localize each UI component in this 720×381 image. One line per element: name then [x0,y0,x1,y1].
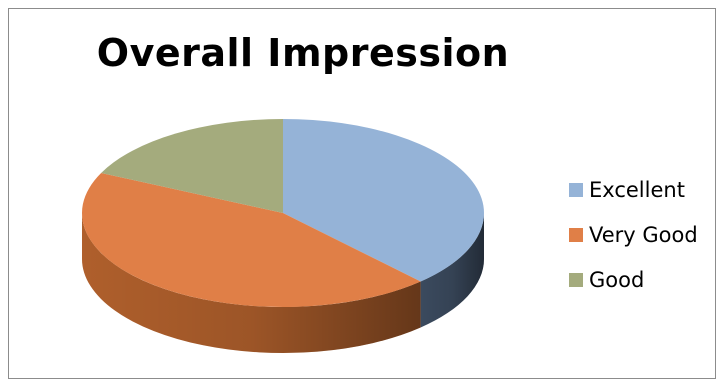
legend-item-very-good: Very Good [569,223,698,247]
pie-chart [81,119,484,353]
chart-area: Overall Impression Excellent Very Good G… [8,8,716,379]
legend-label-very-good: Very Good [589,223,698,247]
legend-swatch-excellent [569,183,583,197]
legend-item-good: Good [569,268,698,292]
legend: Excellent Very Good Good [569,178,698,314]
legend-swatch-good [569,273,583,287]
pie-side-shade-very-good [82,213,421,353]
legend-item-excellent: Excellent [569,178,698,202]
pie-slice-good [101,119,283,213]
pie-slice-very-good [81,172,421,307]
legend-label-good: Good [589,268,645,292]
legend-swatch-very-good [569,228,583,242]
pie-slice-excellent [283,119,484,282]
legend-label-excellent: Excellent [589,178,685,202]
chart-title: Overall Impression [96,31,510,75]
pie-side-shade-excellent [420,213,484,328]
